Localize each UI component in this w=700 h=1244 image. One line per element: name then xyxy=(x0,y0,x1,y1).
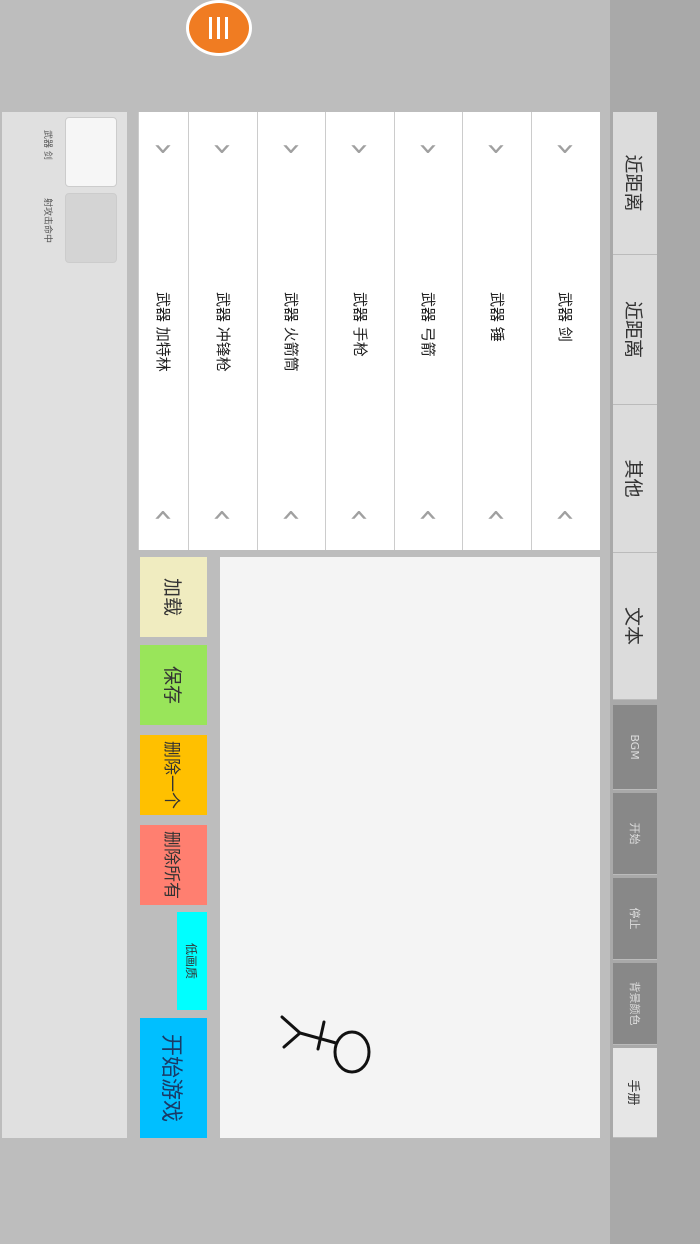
delete-one-button[interactable]: 删除一个 xyxy=(140,735,207,815)
chevron-right-icon[interactable]: › xyxy=(272,142,312,156)
chevron-left-icon[interactable]: ‹ xyxy=(477,508,518,522)
weapon-row[interactable]: › 武器 弓箭 ‹ xyxy=(394,112,463,550)
chevron-right-icon[interactable]: › xyxy=(409,142,449,156)
tab-8[interactable]: 手册 xyxy=(613,1048,657,1138)
chevron-left-icon[interactable]: ‹ xyxy=(203,508,244,522)
character-preview[interactable] xyxy=(220,557,600,1138)
stick-figure-icon xyxy=(280,1015,371,1074)
tab-0[interactable]: 近距离 xyxy=(613,112,657,255)
weapon-row[interactable]: › 武器 锤 ‹ xyxy=(462,112,532,550)
weapon-label: 武器 剑 xyxy=(556,292,575,342)
chevron-left-icon[interactable]: ‹ xyxy=(546,508,586,522)
chevron-right-icon[interactable]: › xyxy=(546,142,586,156)
weapon-row[interactable]: › 武器 加特林 ‹ xyxy=(138,112,189,550)
chevron-left-icon[interactable]: ‹ xyxy=(272,508,312,522)
weapon-label: 武器 冲锋枪 xyxy=(214,292,232,372)
weapon-row[interactable]: › 武器 冲锋枪 ‹ xyxy=(188,112,258,550)
chevron-left-icon[interactable]: ‹ xyxy=(144,508,184,522)
chevron-left-icon[interactable]: ‹ xyxy=(340,508,381,522)
menu-icon xyxy=(209,17,213,39)
chevron-right-icon[interactable]: › xyxy=(144,142,184,156)
menu-icon xyxy=(217,17,221,39)
slot-attack[interactable] xyxy=(65,193,117,263)
tab-5[interactable]: 开始 xyxy=(613,793,657,875)
save-button[interactable]: 保存 xyxy=(140,645,207,725)
weapon-label: 武器 弓箭 xyxy=(419,292,438,357)
weapon-row[interactable]: › 武器 火箭筒 ‹ xyxy=(257,112,326,550)
tab-1[interactable]: 近距离 xyxy=(613,255,657,405)
load-button[interactable]: 加载 xyxy=(140,557,207,637)
weapon-row[interactable]: › 武器 剑 ‹ xyxy=(531,112,600,550)
weapon-list: › 武器 剑 ‹ › 武器 锤 ‹ › 武器 弓箭 ‹ › 武器 手枪 ‹ › 武器 火箭筒 ‹ › 武器 冲锋… xyxy=(138,112,600,550)
chevron-right-icon[interactable]: › xyxy=(477,142,518,156)
low-quality-button[interactable]: 低画质 xyxy=(177,912,207,1010)
tab-4[interactable]: BGM xyxy=(613,705,657,790)
chevron-right-icon[interactable]: › xyxy=(203,142,244,156)
menu-button[interactable] xyxy=(186,0,252,56)
weapon-label: 武器 手枪 xyxy=(351,292,369,357)
start-game-button[interactable]: 开始游戏 xyxy=(140,1018,207,1138)
weapon-label: 武器 锤 xyxy=(488,292,506,342)
tab-6[interactable]: 停止 xyxy=(613,878,657,960)
chevron-right-icon[interactable]: › xyxy=(340,142,381,156)
tab-3[interactable]: 文本 xyxy=(613,553,657,700)
menu-icon xyxy=(225,17,229,39)
slot-weapon[interactable] xyxy=(65,117,117,187)
tab-2[interactable]: 其他 xyxy=(613,405,657,553)
delete-all-button[interactable]: 删除所有 xyxy=(140,825,207,905)
weapon-row[interactable]: › 武器 手枪 ‹ xyxy=(325,112,395,550)
chevron-left-icon[interactable]: ‹ xyxy=(409,508,449,522)
weapon-label: 武器 加特林 xyxy=(154,292,173,372)
slot-label: 武器 剑 xyxy=(42,130,52,160)
slot-label: 射攻击命中 xyxy=(42,198,52,244)
tab-7[interactable]: 背景颜色 xyxy=(613,963,657,1045)
weapon-label: 武器 火箭筒 xyxy=(282,292,301,372)
equipped-panel: 武器 剑 射攻击命中 xyxy=(2,112,127,1138)
